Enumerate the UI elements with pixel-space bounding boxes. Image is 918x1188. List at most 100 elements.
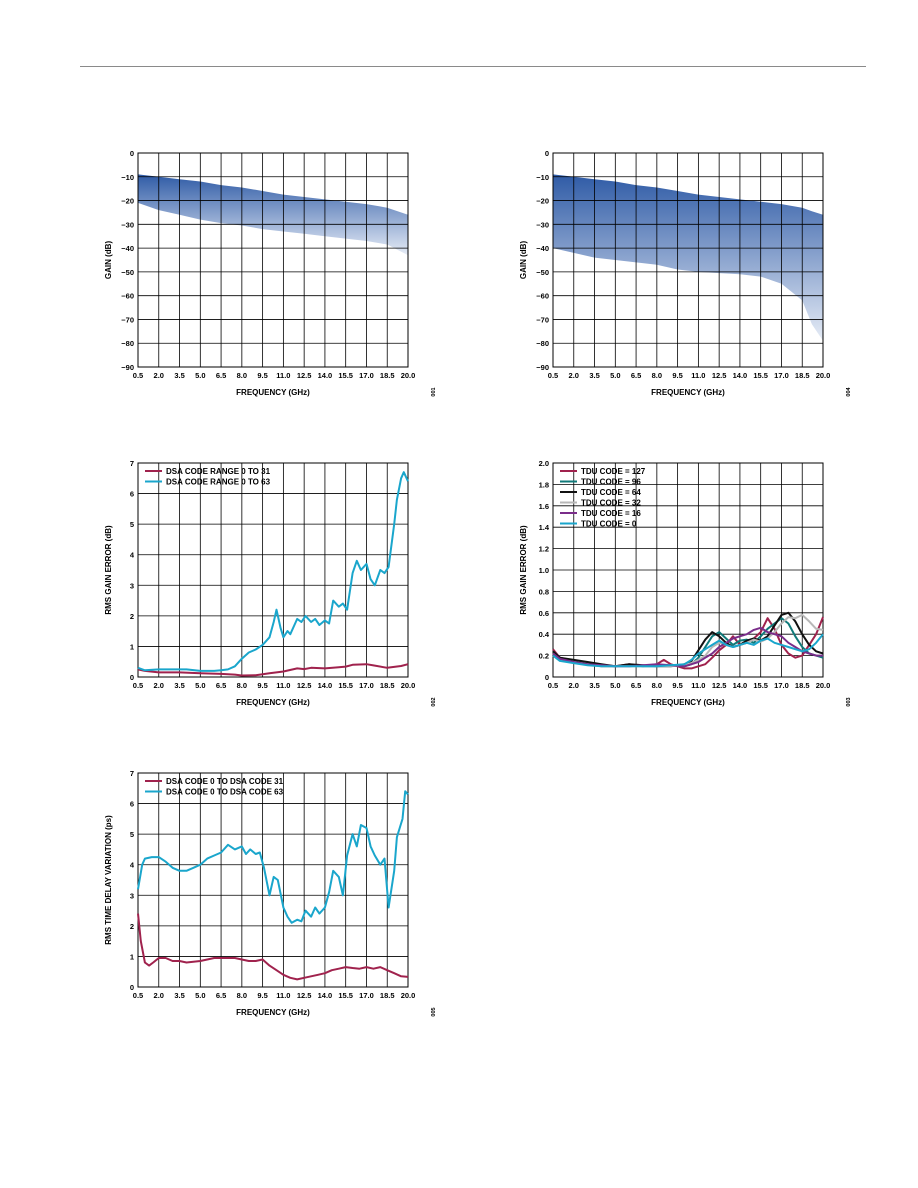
x-tick-label: 2.0 xyxy=(569,681,579,690)
x-tick-label: 11.0 xyxy=(276,681,290,690)
x-tick-label: 17.0 xyxy=(359,681,374,690)
y-tick-label: −60 xyxy=(121,292,134,301)
x-tick-label: 18.5 xyxy=(795,371,810,380)
x-axis-label: FREQUENCY (GHz) xyxy=(236,1008,310,1017)
legend: DSA CODE 0 TO DSA CODE 31 DSA CODE 0 TO D… xyxy=(145,777,284,797)
x-tick-label: 6.5 xyxy=(631,371,641,380)
y-tick-label: −50 xyxy=(121,268,134,277)
x-tick-label: 14.0 xyxy=(318,991,333,1000)
page-header-rule xyxy=(80,66,866,67)
x-tick-label: 18.5 xyxy=(380,991,395,1000)
x-tick-label: 20.0 xyxy=(401,371,416,380)
x-tick-label: 20.0 xyxy=(816,681,831,690)
y-tick-label: 1.4 xyxy=(539,523,550,532)
chart-rms-time-delay-variation: DSA CODE 0 TO DSA CODE 31 DSA CODE 0 TO D… xyxy=(104,769,437,1017)
y-tick-label: 1.8 xyxy=(539,480,549,489)
y-tick-label: 4 xyxy=(130,551,135,560)
x-tick-label: 6.5 xyxy=(216,371,226,380)
y-tick-label: 7 xyxy=(130,459,134,468)
y-tick-label: 5 xyxy=(130,520,134,529)
x-tick-label: 20.0 xyxy=(401,991,416,1000)
legend-label-1: TDU CODE = 96 xyxy=(581,478,641,487)
x-tick-label: 17.0 xyxy=(774,681,789,690)
y-tick-label: −40 xyxy=(536,244,549,253)
series-line-2 xyxy=(552,611,824,668)
x-tick-label: 2.0 xyxy=(154,371,164,380)
y-tick-label: 0.4 xyxy=(539,630,550,639)
x-axis-label: FREQUENCY (GHz) xyxy=(651,698,725,707)
y-tick-label: 0.6 xyxy=(539,609,549,618)
x-tick-label: 8.0 xyxy=(652,681,662,690)
x-tick-label: 5.0 xyxy=(610,681,620,690)
figure-id: 003 xyxy=(846,697,852,706)
x-tick-label: 2.0 xyxy=(154,991,164,1000)
series-line-0 xyxy=(137,663,409,677)
x-tick-label: 14.0 xyxy=(318,371,333,380)
x-tick-label: 18.5 xyxy=(380,681,395,690)
y-tick-label: 2.0 xyxy=(539,459,549,468)
figure-id: 002 xyxy=(431,697,437,706)
y-tick-label: 6 xyxy=(130,490,134,499)
x-tick-label: 18.5 xyxy=(380,371,395,380)
y-tick-label: 2 xyxy=(130,612,134,621)
x-tick-label: 11.0 xyxy=(276,991,290,1000)
x-tick-label: 15.5 xyxy=(753,681,768,690)
y-tick-label: −20 xyxy=(121,197,134,206)
gain-band xyxy=(553,174,823,341)
x-tick-label: 15.5 xyxy=(338,991,353,1000)
x-tick-label: 8.0 xyxy=(237,371,247,380)
gain-band xyxy=(138,174,408,256)
y-tick-label: 0 xyxy=(545,673,549,682)
x-tick-label: 5.0 xyxy=(610,371,620,380)
y-tick-label: 1.2 xyxy=(539,545,549,554)
legend-label-3: TDU CODE = 32 xyxy=(581,499,641,508)
x-tick-label: 9.5 xyxy=(672,371,682,380)
y-tick-label: 6 xyxy=(130,800,134,809)
y-tick-label: 1.0 xyxy=(539,566,549,575)
x-tick-label: 8.0 xyxy=(652,371,662,380)
y-axis-label: RMS GAIN ERROR (dB) xyxy=(104,525,113,615)
x-tick-label: 6.5 xyxy=(216,991,226,1000)
y-tick-label: −90 xyxy=(536,363,549,372)
y-tick-label: 1.6 xyxy=(539,502,549,511)
x-tick-label: 5.0 xyxy=(195,681,205,690)
x-tick-label: 17.0 xyxy=(359,991,374,1000)
y-tick-label: 0 xyxy=(130,983,134,992)
x-tick-label: 0.5 xyxy=(548,371,558,380)
figure-id: 004 xyxy=(846,386,852,396)
x-tick-label: 0.5 xyxy=(133,991,143,1000)
series-line-0 xyxy=(137,913,409,981)
figure-id: 005 xyxy=(431,1007,437,1016)
y-tick-label: −70 xyxy=(121,315,134,324)
x-tick-label: 12.5 xyxy=(297,371,312,380)
x-tick-label: 8.0 xyxy=(237,991,247,1000)
plot-frame xyxy=(137,772,409,988)
series-line-0 xyxy=(552,616,824,670)
y-tick-label: 2 xyxy=(130,922,134,931)
x-tick-label: 3.5 xyxy=(589,371,599,380)
x-tick-label: 9.5 xyxy=(257,991,267,1000)
y-tick-label: 0 xyxy=(130,149,134,158)
x-tick-label: 17.0 xyxy=(774,371,789,380)
plot-frame xyxy=(137,152,409,368)
x-tick-label: 18.5 xyxy=(795,681,810,690)
series-line-5 xyxy=(552,633,824,668)
y-tick-label: 0.8 xyxy=(539,587,549,596)
y-tick-label: 5 xyxy=(130,830,134,839)
x-tick-label: 0.5 xyxy=(133,681,143,690)
y-tick-label: −80 xyxy=(536,339,549,348)
x-tick-label: 15.5 xyxy=(338,681,353,690)
x-tick-label: 14.0 xyxy=(733,371,748,380)
plot-frame xyxy=(552,462,824,678)
x-tick-label: 0.5 xyxy=(133,371,143,380)
y-axis-label: GAIN (dB) xyxy=(519,241,528,280)
x-tick-label: 6.5 xyxy=(216,681,226,690)
series-line-3 xyxy=(552,613,824,668)
legend-label-1: DSA CODE RANGE 0 TO 63 xyxy=(166,478,271,487)
x-tick-label: 8.0 xyxy=(237,681,247,690)
legend-label-0: DSA CODE 0 TO DSA CODE 31 xyxy=(166,777,284,786)
y-tick-label: −20 xyxy=(536,197,549,206)
chart-gain-vs-frequency-1: 0.5 2.0 3.5 5.0 6.5 8.0 9.5 11.0 12.5 14.0 15.5 17.… xyxy=(104,149,437,397)
series-line-1 xyxy=(552,617,824,668)
